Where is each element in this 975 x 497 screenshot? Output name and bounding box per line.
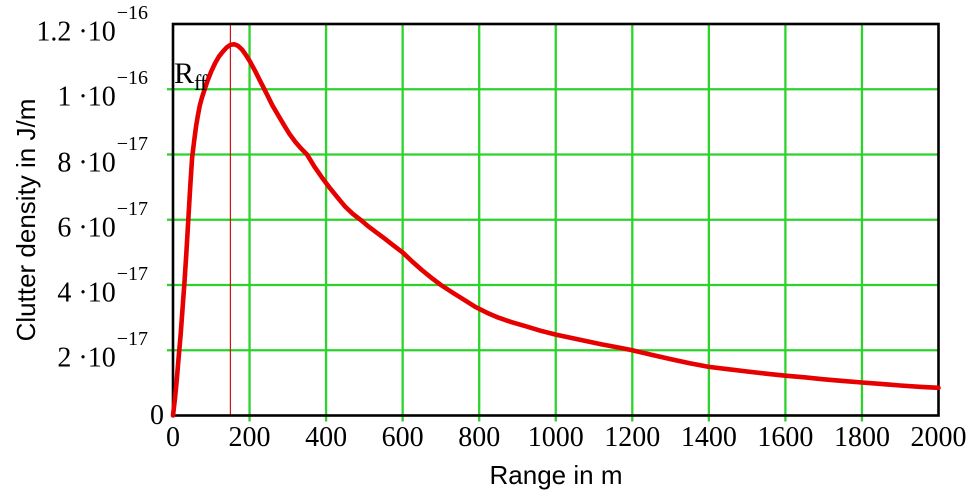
clutter-density-curve (170, 41, 941, 418)
y-tick-mantissa: 4 ·10 (57, 277, 116, 309)
y-tick-label: 8 ·10−17 (0, 133, 148, 180)
x-tick-label: 1000 (527, 422, 584, 453)
y-tick-label: 1.2 ·10−16 (0, 2, 148, 49)
y-tick-mantissa: 2 ·10 (57, 342, 116, 374)
y-tick-mantissa: 8 ·10 (57, 146, 116, 178)
x-tick-label: 800 (458, 422, 501, 453)
y-tick-label: 0 (0, 399, 164, 433)
x-tick-label: 1200 (604, 422, 661, 453)
x-tick-label: 0 (166, 422, 180, 453)
y-tick-label: 1 ·10−16 (0, 67, 148, 114)
plot-border (171, 22, 940, 417)
y-axis-title: Clutter density in J/m (11, 98, 41, 342)
y-tick-mantissa: 1.2 ·10 (36, 16, 116, 48)
y-tick-label: 2 ·10−17 (0, 328, 148, 375)
x-tick-label: 1800 (833, 422, 890, 453)
marker-label-base: R (174, 57, 195, 90)
x-tick-label: 2000 (910, 422, 967, 453)
marker-label-sub: ff (194, 70, 207, 95)
y-tick-exponent: −17 (116, 263, 148, 285)
x-tick-label: 1400 (680, 422, 737, 453)
x-axis-title: Range in m (489, 460, 623, 490)
marker-label: Rff (174, 57, 207, 99)
y-tick-mantissa: 1 ·10 (57, 81, 116, 113)
y-tick-mantissa: 6 ·10 (57, 212, 116, 244)
y-tick-mantissa: 0 (150, 399, 164, 431)
y-tick-exponent: −16 (116, 67, 148, 90)
y-tick-exponent: −17 (116, 328, 148, 351)
x-tick-label: 400 (305, 422, 348, 453)
x-tick-label: 200 (228, 422, 271, 453)
x-tick-label: 1600 (757, 422, 814, 453)
y-tick-label: 6 ·10−17 (0, 198, 148, 245)
y-tick-exponent: −16 (116, 2, 148, 24)
x-tick-label: 600 (381, 422, 424, 453)
y-tick-label: 4 ·10−17 (0, 263, 148, 310)
y-tick-exponent: −17 (116, 132, 148, 155)
y-tick-exponent: −17 (116, 197, 148, 220)
